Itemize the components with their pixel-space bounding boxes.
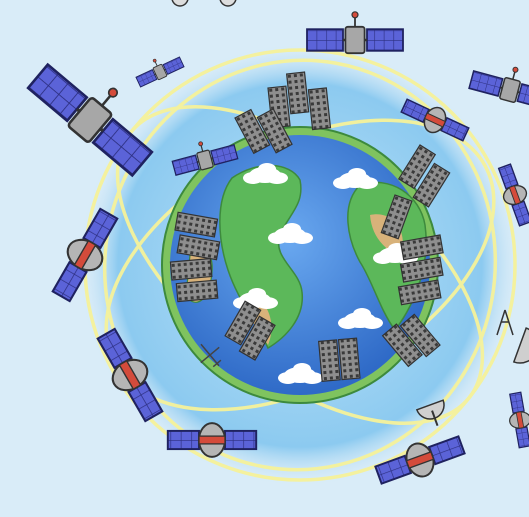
airplane-icon [200, 343, 222, 368]
satellite-icon [305, 10, 405, 55]
satellite-dish-icon [512, 327, 529, 364]
building-icon [175, 279, 219, 303]
antenna-icon [496, 309, 514, 336]
building-icon [318, 339, 341, 382]
satellite-icon [467, 55, 529, 112]
satellite-icon [504, 390, 529, 450]
building-icon [169, 257, 213, 281]
continent-americas [219, 164, 303, 350]
building-icon [337, 337, 361, 381]
building-icon [307, 87, 332, 131]
building-icon [286, 71, 310, 115]
satellite-icon [171, 0, 237, 7]
satellite-dish-icon [415, 399, 445, 427]
